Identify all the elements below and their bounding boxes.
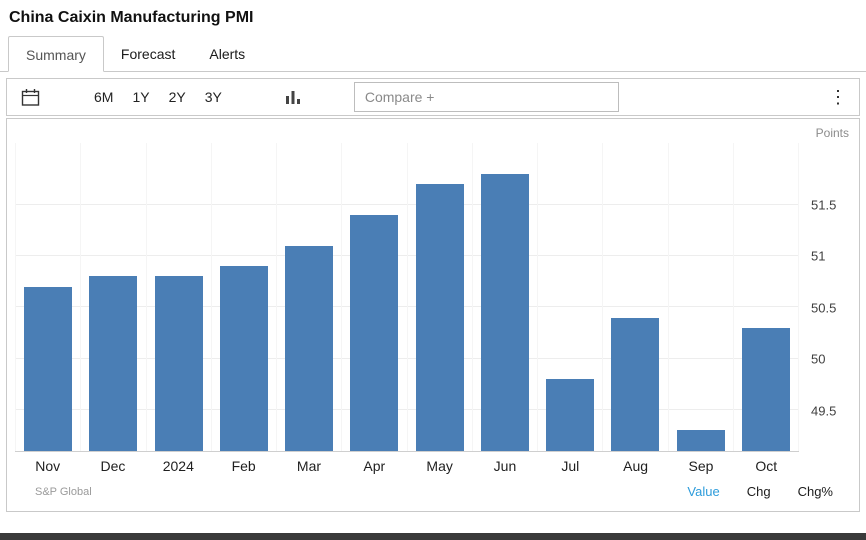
- y-axis-tick-label: 49.5: [811, 403, 837, 419]
- bar-slot: [145, 143, 211, 451]
- page-title: China Caixin Manufacturing PMI: [9, 9, 254, 26]
- bottom-bar: [0, 533, 866, 540]
- x-axis-label: May: [426, 458, 453, 474]
- y-axis-unit-label: Points: [815, 126, 849, 140]
- y-axis: 49.5 50 50.5 51 51.5: [799, 143, 859, 452]
- bar-slot: [667, 143, 733, 451]
- x-axis-label: Feb: [231, 458, 256, 474]
- bar-apr[interactable]: [350, 214, 399, 451]
- calendar-icon: [21, 88, 40, 107]
- x-axis-label: Nov: [35, 458, 61, 474]
- bar-slot: [15, 143, 80, 451]
- bar-slot: [537, 143, 602, 451]
- bar-jul[interactable]: [546, 379, 595, 451]
- y-axis-tick-label: 50: [811, 351, 826, 367]
- bar-slot: [471, 143, 537, 451]
- bar-may[interactable]: [415, 184, 464, 451]
- bar-jun[interactable]: [480, 173, 529, 451]
- x-axis-label: Aug: [623, 458, 649, 474]
- x-axis-label: Oct: [755, 458, 778, 474]
- range-selector: 6M 1Y 2Y 3Y: [94, 89, 222, 105]
- source-attribution: S&P Global: [35, 485, 92, 498]
- range-2y-button[interactable]: 2Y: [168, 89, 186, 105]
- bar-slot: [732, 143, 799, 451]
- bar-mar[interactable]: [285, 245, 334, 451]
- compare-input[interactable]: [353, 82, 619, 112]
- series-mode-links: Value Chg Chg%: [687, 484, 833, 499]
- bar-dec[interactable]: [89, 276, 138, 451]
- footer-link-chgpct[interactable]: Chg%: [797, 484, 833, 499]
- bar-slot: [276, 143, 341, 451]
- bar-slot: [602, 143, 667, 451]
- chart-type-button[interactable]: [282, 86, 304, 108]
- tab-bar: Summary Forecast Alerts: [0, 32, 866, 72]
- footer-link-chg[interactable]: Chg: [746, 484, 771, 499]
- bar-2024[interactable]: [154, 276, 203, 451]
- footer-link-value[interactable]: Value: [687, 484, 720, 499]
- x-axis-label: 2024: [162, 458, 194, 474]
- tab-forecast[interactable]: Forecast: [104, 36, 192, 71]
- x-axis-label: Dec: [100, 458, 126, 474]
- column-chart-icon: [284, 88, 302, 106]
- x-axis-label: Jun: [493, 458, 517, 474]
- plot-area: [15, 143, 799, 452]
- bar-oct[interactable]: [741, 327, 790, 451]
- range-3y-button[interactable]: 3Y: [204, 89, 222, 105]
- tab-alerts[interactable]: Alerts: [192, 36, 262, 71]
- y-axis-tick-label: 51.5: [811, 197, 837, 213]
- calendar-button[interactable]: [19, 86, 42, 109]
- x-axis-label: Sep: [688, 458, 714, 474]
- range-6m-button[interactable]: 6M: [94, 89, 114, 105]
- chart-footer: S&P Global Value Chg Chg%: [7, 480, 859, 511]
- bar-aug[interactable]: [611, 317, 660, 451]
- kebab-menu-icon[interactable]: ⋮: [825, 84, 851, 110]
- x-axis: Nov Dec 2024 Feb Mar Apr May Jun Jul Aug Sep Oct: [7, 452, 859, 480]
- x-axis-label: Mar: [296, 458, 322, 474]
- bar-slot: [80, 143, 145, 451]
- bar-slot: [406, 143, 472, 451]
- bar-slot: [210, 143, 276, 451]
- x-axis-label: Jul: [561, 458, 580, 474]
- chart-panel: Points 49.5 50 50.5 51 51.5 Nov Dec 2024 Feb Mar…: [6, 118, 860, 512]
- bar-slot: [341, 143, 406, 451]
- chart-toolbar: 6M 1Y 2Y 3Y ⋮: [6, 78, 860, 116]
- chart-area: 49.5 50 50.5 51 51.5: [7, 143, 859, 452]
- range-1y-button[interactable]: 1Y: [132, 89, 150, 105]
- y-axis-tick-label: 51: [811, 248, 826, 264]
- bar-feb[interactable]: [219, 266, 268, 451]
- tab-summary[interactable]: Summary: [8, 36, 104, 72]
- y-axis-tick-label: 50.5: [811, 300, 837, 316]
- bar-nov[interactable]: [24, 286, 73, 451]
- x-axis-label: Apr: [363, 458, 386, 474]
- bar-sep[interactable]: [676, 430, 725, 451]
